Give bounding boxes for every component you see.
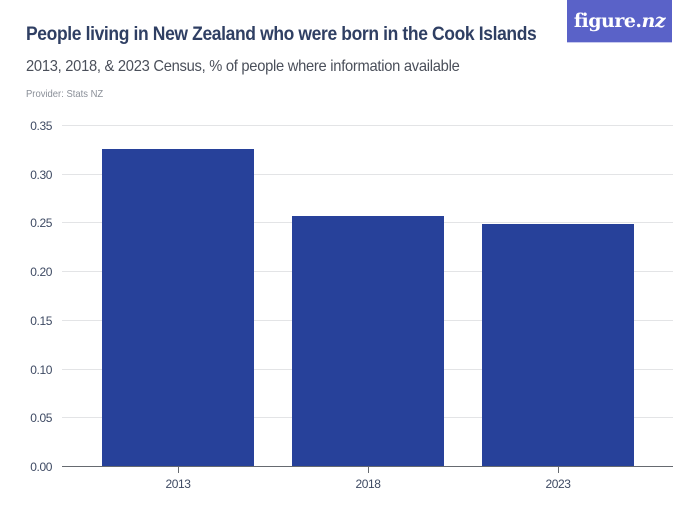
chart-subtitle: 2013, 2018, & 2023 Census, % of people w… bbox=[26, 58, 460, 75]
gridline bbox=[62, 125, 673, 126]
x-axis-line bbox=[62, 466, 673, 467]
y-tick-label: 0.30 bbox=[30, 167, 52, 182]
logo-nz-text: nz bbox=[641, 10, 666, 32]
x-tick bbox=[178, 466, 179, 473]
logo-text: figure. bbox=[573, 10, 642, 32]
y-tick-label: 0.05 bbox=[30, 411, 52, 426]
y-tick-label: 0.20 bbox=[30, 265, 52, 280]
gridline bbox=[62, 174, 673, 175]
bar-2023[interactable] bbox=[482, 224, 634, 466]
bar-2013[interactable] bbox=[102, 149, 254, 466]
figure-nz-logo[interactable]: figure. nz bbox=[567, 0, 672, 43]
y-tick-label: 0.15 bbox=[30, 313, 52, 328]
x-tick-label: 2018 bbox=[355, 477, 381, 491]
provider-label: Provider: Stats NZ bbox=[26, 88, 104, 100]
x-tick bbox=[368, 466, 369, 473]
x-tick-label: 2023 bbox=[545, 477, 571, 491]
x-tick bbox=[558, 466, 559, 473]
y-tick-label: 0.25 bbox=[30, 216, 52, 231]
x-tick-label: 2013 bbox=[165, 477, 191, 491]
y-tick-label: 0.00 bbox=[30, 460, 52, 474]
y-tick-label: 0.10 bbox=[30, 362, 52, 377]
bar-2018[interactable] bbox=[292, 215, 444, 466]
y-tick-label: 0.35 bbox=[30, 119, 52, 133]
chart-title: People living in New Zealand who were bo… bbox=[26, 24, 537, 45]
